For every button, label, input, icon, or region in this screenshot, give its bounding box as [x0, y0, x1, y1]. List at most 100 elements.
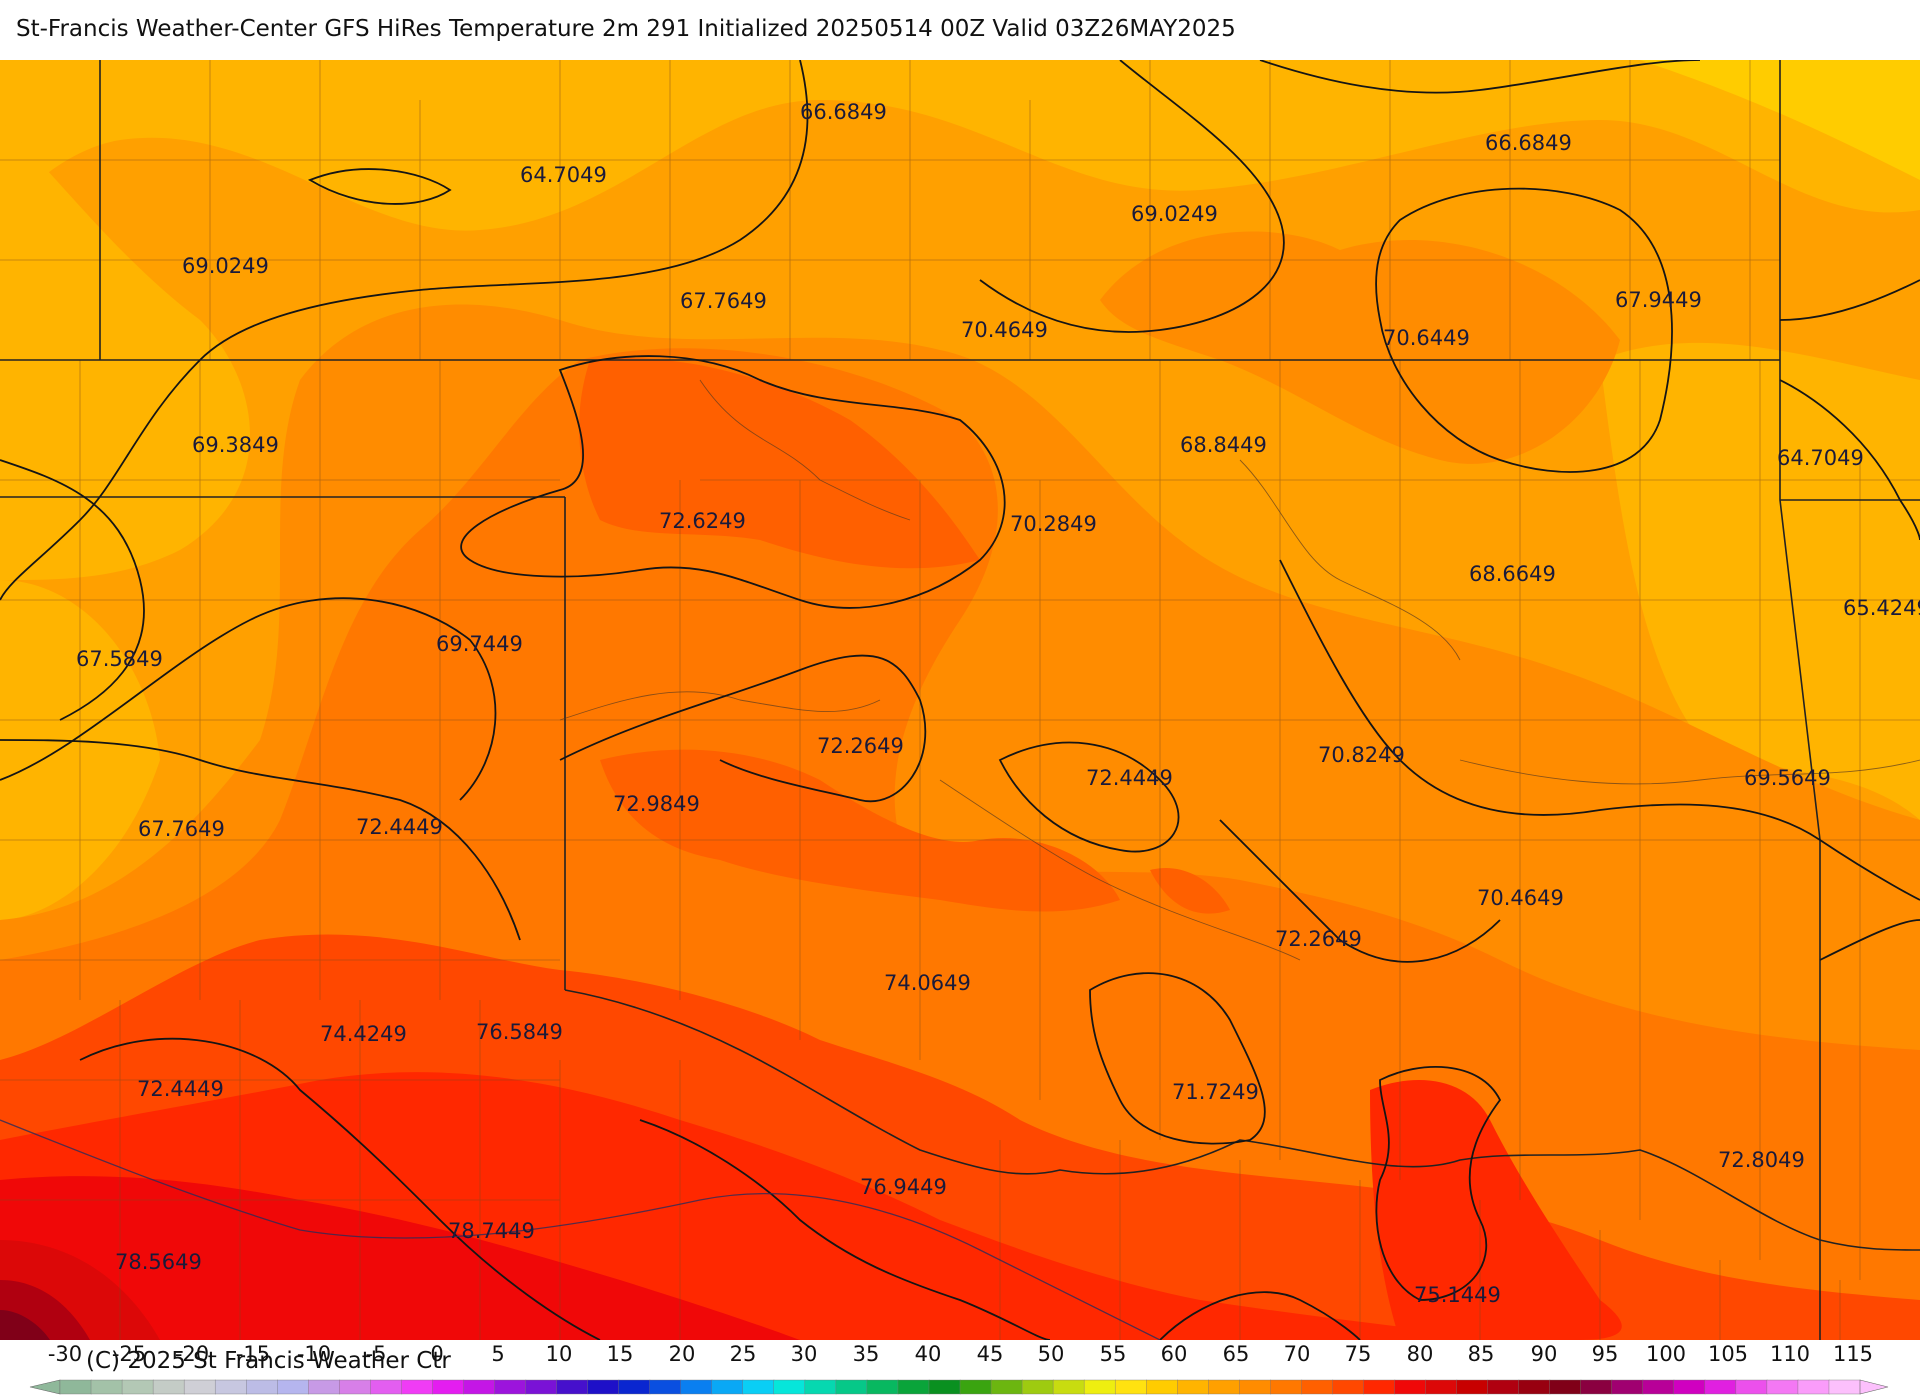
contour-label: 75.1449	[1414, 1283, 1501, 1307]
colorbar-tick: 55	[1099, 1342, 1127, 1366]
colorbar-tick: 30	[790, 1342, 818, 1366]
contour-label: 70.6449	[1383, 326, 1470, 350]
contour-label: 72.6249	[659, 509, 746, 533]
colorbar-swatch	[1146, 1379, 1178, 1395]
colorbar-tick: -10	[296, 1342, 332, 1366]
colorbar-tick: 60	[1160, 1342, 1188, 1366]
contour-label: 74.0649	[884, 971, 971, 995]
contour-label: 72.4449	[1086, 766, 1173, 790]
colorbar-arrow-low	[29, 1379, 61, 1395]
colorbar-swatch	[773, 1379, 806, 1395]
colorbar-swatch	[1456, 1379, 1489, 1395]
colorbar-tick: 35	[852, 1342, 880, 1366]
contour-label: 69.0249	[182, 254, 269, 278]
colorbar-swatch	[308, 1379, 341, 1395]
colorbar-swatch	[1021, 1379, 1054, 1395]
colorbar-swatch	[1704, 1379, 1737, 1395]
colorbar-swatch	[432, 1379, 465, 1395]
contour-label: 67.7649	[680, 289, 767, 313]
colorbar-swatch	[1114, 1379, 1147, 1395]
colorbar-swatch	[1735, 1379, 1768, 1395]
temperature-field	[0, 60, 1920, 1340]
colorbar-swatch	[1301, 1379, 1334, 1395]
contour-label: 70.4649	[961, 318, 1048, 342]
colorbar-swatch	[121, 1379, 154, 1395]
colorbar-tick: 15	[606, 1342, 634, 1366]
colorbar-swatch	[1239, 1379, 1272, 1395]
colorbar-tick: 90	[1530, 1342, 1558, 1366]
colorbar-swatch	[277, 1379, 309, 1395]
contour-label: 72.9849	[613, 792, 700, 816]
colorbar-swatch	[370, 1379, 403, 1395]
colorbar-swatch	[1673, 1379, 1706, 1395]
colorbar-tick: 75	[1344, 1342, 1372, 1366]
temperature-map	[0, 60, 1920, 1340]
colorbar-tick: -25	[111, 1342, 147, 1366]
contour-label: 78.7449	[448, 1219, 535, 1243]
colorbar-tick: 5	[491, 1342, 505, 1366]
contour-label: 67.9449	[1615, 288, 1702, 312]
colorbar-swatch	[1642, 1379, 1675, 1395]
colorbar-swatch	[90, 1379, 123, 1395]
colorbar-tick: 95	[1591, 1342, 1619, 1366]
contour-label: 68.8449	[1180, 433, 1267, 457]
colorbar-swatch	[804, 1379, 837, 1395]
colorbar-swatch	[1766, 1379, 1799, 1395]
colorbar-swatch	[556, 1379, 589, 1395]
colorbar-swatch	[525, 1379, 558, 1395]
colorbar-swatch	[1083, 1379, 1116, 1395]
colorbar-tick: 100	[1645, 1342, 1687, 1366]
colorbar-swatch	[1518, 1379, 1551, 1395]
colorbar-swatch	[835, 1379, 868, 1395]
colorbar-tick: 10	[545, 1342, 573, 1366]
colorbar-swatch	[494, 1379, 527, 1395]
colorbar-swatch	[618, 1379, 651, 1395]
copyright-text: (C) 2025 St Francis Weather Ctr	[86, 1348, 451, 1374]
colorbar-swatch	[401, 1379, 434, 1395]
contour-label: 69.0249	[1131, 202, 1218, 226]
contour-label: 65.4249	[1843, 596, 1920, 620]
contour-label: 78.5649	[115, 1250, 202, 1274]
contour-label: 71.7249	[1172, 1080, 1259, 1104]
colorbar-tick: 115	[1832, 1342, 1874, 1366]
colorbar-swatch	[214, 1379, 247, 1395]
colorbar-swatch	[897, 1379, 930, 1395]
contour-label: 76.5849	[476, 1020, 563, 1044]
colorbar-swatch	[866, 1379, 899, 1395]
colorbar-tick: 20	[668, 1342, 696, 1366]
contour-label: 72.2649	[817, 734, 904, 758]
colorbar-tick: -30	[47, 1342, 83, 1366]
colorbar-swatch	[463, 1379, 496, 1395]
contour-label: 69.5649	[1744, 766, 1831, 790]
contour-label: 69.7449	[436, 632, 523, 656]
contour-label: 76.9449	[860, 1175, 947, 1199]
colorbar-labels: -30 -25 -20 -15 -10 -5 0 5 10 15 20 25 3…	[0, 1342, 1920, 1372]
colorbar-tick: 65	[1222, 1342, 1250, 1366]
colorbar-tick: 25	[729, 1342, 757, 1366]
colorbar-tick: 40	[914, 1342, 942, 1366]
colorbar-swatch	[59, 1379, 92, 1395]
colorbar-swatch	[928, 1379, 961, 1395]
contour-label: 72.8049	[1718, 1148, 1805, 1172]
colorbar-swatch	[587, 1379, 620, 1395]
colorbar-swatch	[649, 1379, 682, 1395]
colorbar-swatch	[1487, 1379, 1520, 1395]
contour-label: 70.2849	[1010, 512, 1097, 536]
contour-label: 72.2649	[1275, 927, 1362, 951]
colorbar-swatch	[1208, 1379, 1241, 1395]
colorbar-swatch	[183, 1379, 216, 1395]
colorbar-swatch	[959, 1379, 992, 1395]
contour-label: 72.4449	[137, 1077, 224, 1101]
colorbar-tick: 85	[1467, 1342, 1495, 1366]
contour-label: 72.4449	[356, 815, 443, 839]
contour-label: 70.4649	[1477, 886, 1564, 910]
colorbar-tick: 110	[1769, 1342, 1811, 1366]
colorbar-swatch	[742, 1379, 775, 1395]
colorbar-swatch	[990, 1379, 1023, 1395]
colorbar-swatch	[1363, 1379, 1396, 1395]
colorbar-arrow-high	[1859, 1379, 1889, 1395]
colorbar-tick: 80	[1406, 1342, 1434, 1366]
contour-label: 74.4249	[320, 1022, 407, 1046]
colorbar-swatch	[1332, 1379, 1365, 1395]
colorbar-swatch	[1611, 1379, 1644, 1395]
